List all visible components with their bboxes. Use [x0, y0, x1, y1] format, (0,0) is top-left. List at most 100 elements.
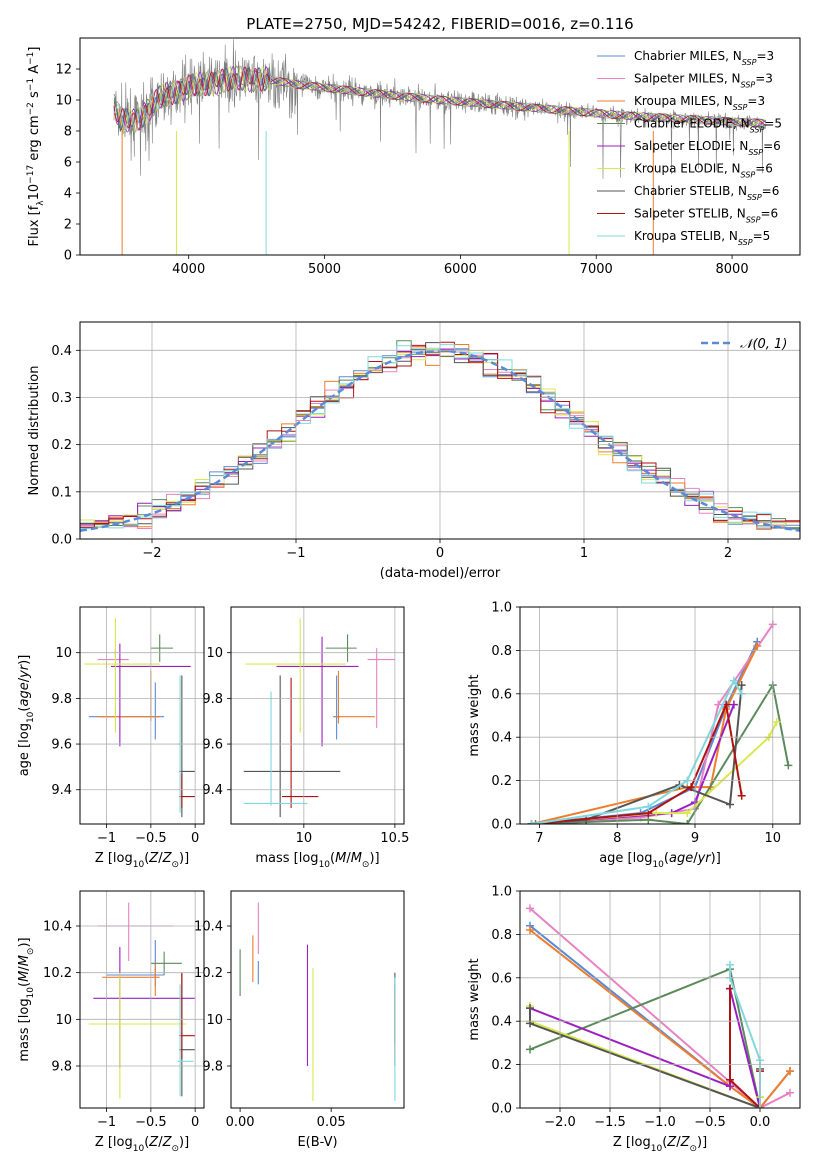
y-tick-label: 10 — [55, 94, 72, 109]
x-axis-label-text: Z [log — [95, 1135, 133, 1150]
y-tick-label: 0.2 — [491, 1058, 512, 1073]
x-tick-label: −2.0 — [544, 1115, 576, 1130]
panel-spectrum: 4000 5000 6000 7000 8000 0 2 4 6 8 10 12 Flux [fλ10−… — [26, 37, 801, 277]
x-tick-label: 0.05 — [317, 1115, 346, 1130]
y-axis-label-text: Flux [f — [27, 205, 42, 246]
x-axis-label-text: Z [log — [613, 1135, 651, 1150]
x-tick-label: −0.5 — [135, 1115, 167, 1130]
legend-nssp: 5 — [774, 117, 782, 131]
legend-nssp: 3 — [767, 49, 775, 63]
legend-label: Kroupa ELODIE — [634, 162, 724, 176]
legend-nssp: 6 — [765, 162, 773, 176]
weight-point-marker — [531, 820, 540, 824]
y-tick-label: 0.6 — [491, 687, 512, 702]
plot-area — [113, 39, 767, 255]
weight-point-marker — [729, 676, 738, 685]
y-tick-label: 10 — [206, 1013, 223, 1028]
x-tick-label: −2 — [142, 546, 161, 561]
x-axis-label: Z [log10(Z/Z⊙)] — [95, 1135, 189, 1154]
axes-frame — [230, 890, 405, 1109]
y-tick-label: 0.0 — [51, 533, 72, 548]
plot-area — [243, 618, 395, 818]
y-tick-label: 12 — [55, 63, 72, 78]
weight-point-marker — [726, 800, 734, 809]
x-tick-label: 7 — [535, 831, 543, 846]
weight-point-marker — [726, 960, 734, 969]
y-tick-label: 9.4 — [202, 783, 223, 798]
y-tick-label: 10 — [206, 646, 223, 661]
y-tick-label: 0.8 — [491, 928, 512, 943]
legend-entry: Chabrier MILES, NSSP=3 — [634, 49, 774, 67]
y-axis-label-text: mass [log — [17, 998, 32, 1061]
weight-point-marker — [737, 681, 746, 690]
legend-label: Salpeter STELIB — [634, 207, 729, 221]
y-tick-label: 1.0 — [491, 601, 512, 616]
y-tick-label: 9.8 — [51, 1060, 72, 1075]
x-axis-label: Z [log10(Z/Z⊙)] — [95, 851, 189, 870]
y-tick-label: 0.0 — [491, 818, 512, 833]
y-tick-label: 9.8 — [51, 692, 72, 707]
legend-nssp: 3 — [765, 72, 773, 86]
weight-point-marker — [737, 791, 746, 800]
y-tick-label: 2 — [64, 218, 72, 233]
panel-mass_vs_EBV: 0.00 0.05 9.8 10 10.2 10.4 E(B-V) — [194, 890, 405, 1150]
x-tick-label: 0 — [436, 546, 444, 561]
panel-age_vs_mass: 10 10.5 9.4 9.6 9.8 10 mass [log10(M/M⊙)] — [202, 606, 409, 870]
y-axis-label: Flux [fλ10−17 erg cm−2 s−1 A−1] — [26, 47, 46, 247]
legend-entry: Salpeter ELODIE, NSSP=6 — [634, 139, 781, 157]
legend-label: Salpeter MILES — [634, 72, 724, 86]
legend-nssp: 6 — [771, 207, 779, 221]
legend-label: Chabrier MILES — [634, 49, 725, 63]
y-tick-label: 0 — [64, 249, 72, 264]
weight-point-marker — [526, 1045, 534, 1054]
y-tick-label: 0.2 — [491, 774, 512, 789]
axes-frame — [79, 37, 801, 256]
y-tick-label: 0.4 — [491, 731, 512, 746]
x-tick-label: 1 — [580, 546, 588, 561]
plot-area — [84, 618, 196, 818]
y-tick-label: 6 — [64, 156, 72, 171]
x-tick-label: 10.5 — [380, 831, 409, 846]
y-tick-label: 10 — [55, 646, 72, 661]
weight-point-marker — [786, 1067, 794, 1076]
x-axis-label: E(B-V) — [297, 1135, 337, 1150]
legend-entry: Kroupa ELODIE, NSSP=6 — [634, 162, 773, 180]
weight-point-marker — [526, 926, 534, 935]
x-tick-label: −1.0 — [644, 1115, 676, 1130]
y-tick-label: 0.1 — [51, 485, 72, 500]
y-tick-label: 0.3 — [51, 391, 72, 406]
x-tick-label: −1 — [97, 831, 116, 846]
axes-frame — [230, 606, 405, 825]
legend-label: Chabrier ELODIE — [634, 117, 733, 131]
legend-nssp: 3 — [757, 94, 765, 108]
x-tick-label: 5000 — [308, 262, 341, 277]
legend-entry: Salpeter MILES, NSSP=3 — [634, 72, 773, 90]
y-tick-label: 0.6 — [491, 971, 512, 986]
weight-point-marker — [784, 761, 793, 770]
x-tick-label: 0 — [191, 1115, 199, 1130]
x-tick-label: 9 — [691, 831, 699, 846]
weight-point-marker — [644, 802, 653, 811]
x-axis-label: Z [log10(Z/Z⊙)] — [613, 1135, 707, 1154]
axes-frame — [79, 890, 205, 1109]
x-tick-label: −1.5 — [594, 1115, 626, 1130]
weight-point-marker — [526, 1019, 534, 1028]
legend-label: Salpeter ELODIE — [634, 139, 732, 153]
x-tick-label: 6000 — [444, 262, 477, 277]
legend-entry: Chabrier STELIB, NSSP=6 — [634, 184, 779, 202]
plot-area — [88, 902, 196, 1099]
weight-point-marker — [786, 1088, 794, 1097]
figure-title: PLATE=2750, MJD=54242, FIBERID=0016, z=0… — [246, 15, 633, 33]
y-tick-label: 8 — [64, 125, 72, 140]
x-axis-label: age [log10(age/yr)] — [599, 851, 721, 870]
axes-frame — [79, 321, 801, 540]
weight-series-line — [535, 682, 790, 824]
y-tick-label: 0.4 — [491, 1015, 512, 1030]
y-tick-label: 9.8 — [202, 1060, 223, 1075]
legend-nssp: 6 — [772, 184, 780, 198]
y-tick-label: 9.8 — [202, 692, 223, 707]
x-tick-label: 8 — [613, 831, 621, 846]
weight-point-marker — [526, 904, 534, 913]
x-tick-label: 8000 — [716, 262, 749, 277]
model-spectrum-line — [113, 66, 767, 132]
